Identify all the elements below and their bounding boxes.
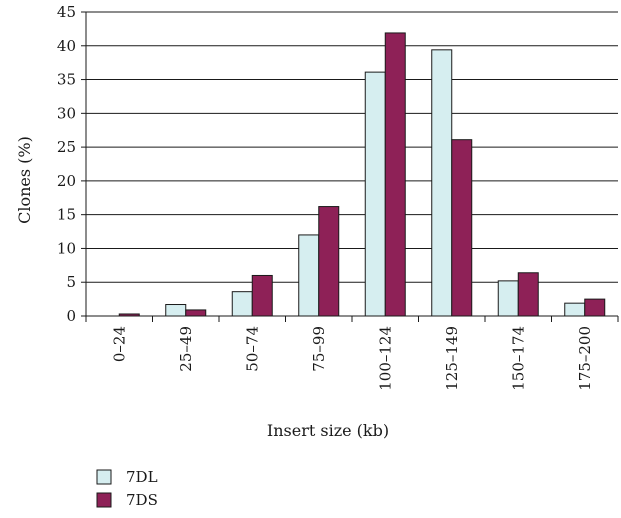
x-tick-label: 175–200 [576, 326, 594, 391]
legend-swatch-7dl [96, 469, 112, 485]
y-tick-label: 5 [66, 273, 76, 291]
bars [118, 32, 606, 317]
bar-7dl-6 [497, 280, 519, 317]
bar-7ds-4 [384, 32, 406, 317]
y-tick-label: 40 [57, 37, 76, 55]
bar-7dl-7 [564, 302, 586, 317]
x-tick-label: 100–124 [376, 326, 394, 391]
x-tick-label: 0–24 [110, 326, 128, 362]
bar-7ds-7 [584, 298, 606, 317]
bar-7ds-3 [318, 206, 340, 317]
bar-7ds-6 [517, 272, 539, 317]
y-tick-labels: 0 5 10 15 20 25 30 35 40 45 [57, 3, 76, 325]
bar-7ds-1 [185, 309, 207, 317]
y-tick-label: 30 [57, 104, 76, 122]
bar-7dl-5 [431, 49, 453, 317]
bar-7ds-2 [251, 274, 273, 317]
x-tick-label: 125–149 [443, 326, 461, 391]
bar-7dl-4 [364, 71, 386, 317]
y-tick-label: 35 [57, 71, 76, 89]
x-tick-labels: 0–24 25–49 50–74 75–99 100–124 125–149 150–174… [110, 326, 594, 391]
axes [81, 11, 619, 322]
y-tick-label: 20 [57, 172, 76, 190]
legend-label-7ds: 7DS [126, 491, 158, 509]
legend-label-7dl: 7DL [126, 468, 158, 486]
bar-7ds-5 [451, 139, 473, 317]
bar-7dl-3 [298, 234, 320, 317]
bar-7dl-1 [165, 304, 187, 317]
x-tick-label: 25–49 [177, 326, 195, 372]
y-tick-label: 0 [66, 307, 76, 325]
y-axis-title: Clones (%) [15, 136, 34, 224]
x-axis-title: Insert size (kb) [267, 421, 389, 440]
bar-7dl-2 [231, 291, 253, 317]
x-tick-label: 50–74 [243, 326, 261, 372]
y-tick-label: 25 [57, 138, 76, 156]
y-tick-label: 10 [57, 239, 76, 257]
y-tick-label: 15 [57, 206, 76, 224]
gridlines [86, 11, 618, 283]
x-tick-label: 150–174 [509, 326, 527, 391]
y-tick-label: 45 [57, 3, 76, 21]
legend-swatch-7ds [96, 492, 112, 508]
x-tick-label: 75–99 [310, 326, 328, 372]
